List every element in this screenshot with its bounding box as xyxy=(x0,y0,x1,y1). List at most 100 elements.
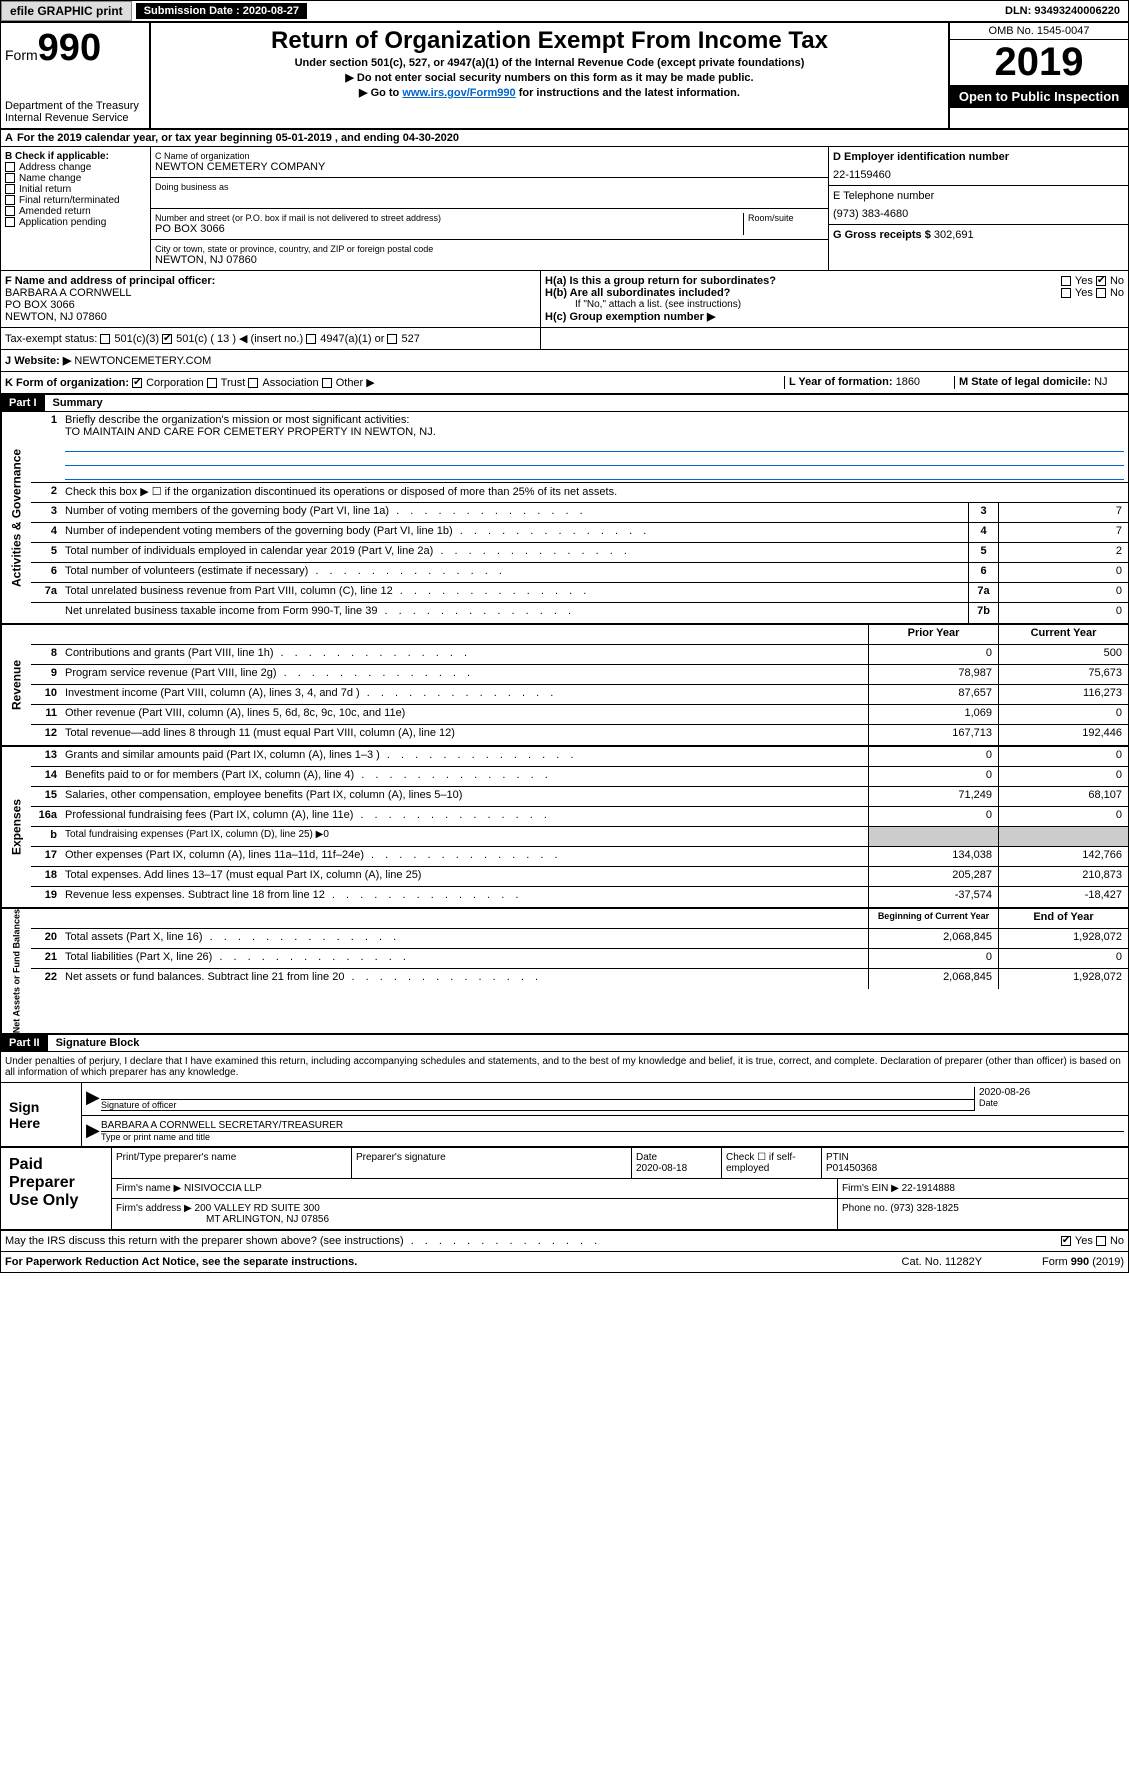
box-f-officer: F Name and address of principal officer:… xyxy=(1,271,541,327)
discuss-no-checkbox[interactable] xyxy=(1096,1236,1106,1246)
ptin: P01450368 xyxy=(826,1163,1124,1174)
501c-checkbox[interactable] xyxy=(162,334,172,344)
line9: Program service revenue (Part VIII, line… xyxy=(61,665,868,684)
address-change-checkbox[interactable] xyxy=(5,162,15,172)
subtitle-3: ▶ Go to www.irs.gov/Form990 for instruct… xyxy=(155,86,944,99)
firm-address1: 200 VALLEY RD SUITE 300 xyxy=(195,1203,320,1214)
subs-included-yes[interactable] xyxy=(1061,288,1071,298)
line5: Total number of individuals employed in … xyxy=(61,543,968,562)
line18: Total expenses. Add lines 13–17 (must eq… xyxy=(61,867,868,886)
subs-included-no[interactable] xyxy=(1096,288,1106,298)
tax-year: 2019 xyxy=(950,40,1128,85)
org-name-cell: C Name of organization NEWTON CEMETERY C… xyxy=(151,147,828,178)
line6: Total number of volunteers (estimate if … xyxy=(61,563,968,582)
subtitle-2: ▶ Do not enter social security numbers o… xyxy=(155,71,944,84)
form990-link[interactable]: www.irs.gov/Form990 xyxy=(402,87,515,99)
501c3-checkbox[interactable] xyxy=(100,334,110,344)
dba-cell: Doing business as xyxy=(151,178,828,209)
current-year-header: Current Year xyxy=(998,625,1128,644)
box-h: H(a) Is this a group return for subordin… xyxy=(541,271,1128,327)
form-footer: Form 990 (2019) xyxy=(1042,1256,1124,1268)
box-b: B Check if applicable: Address change Na… xyxy=(1,147,151,270)
group-return-yes[interactable] xyxy=(1061,276,1071,286)
beginning-year-header: Beginning of Current Year xyxy=(868,909,998,928)
dln: DLN: 93493240006220 xyxy=(997,3,1128,19)
discuss-with-preparer: May the IRS discuss this return with the… xyxy=(1,1231,1128,1252)
preparer-date: 2020-08-18 xyxy=(636,1163,717,1174)
name-change-checkbox[interactable] xyxy=(5,173,15,183)
line12: Total revenue—add lines 8 through 11 (mu… xyxy=(61,725,868,745)
corp-checkbox[interactable] xyxy=(132,378,142,388)
line20: Total assets (Part X, line 16) xyxy=(61,929,868,948)
final-return-checkbox[interactable] xyxy=(5,195,15,205)
topbar: efile GRAPHIC print Submission Date : 20… xyxy=(1,1,1128,23)
line11: Other revenue (Part VIII, column (A), li… xyxy=(61,705,868,724)
line7b: Net unrelated business taxable income fr… xyxy=(61,603,968,623)
line17: Other expenses (Part IX, column (A), lin… xyxy=(61,847,868,866)
line14: Benefits paid to or for members (Part IX… xyxy=(61,767,868,786)
line3: Number of voting members of the governin… xyxy=(61,503,968,522)
form-title: Return of Organization Exempt From Incom… xyxy=(155,27,944,55)
submission-date: Submission Date : 2020-08-27 xyxy=(136,3,307,19)
4947a1-checkbox[interactable] xyxy=(306,334,316,344)
line2: Check this box ▶ ☐ if the organization d… xyxy=(61,483,1128,502)
sign-here-label: Sign Here xyxy=(1,1083,81,1146)
firm-address2: MT ARLINGTON, NJ 07856 xyxy=(206,1214,329,1225)
line1-mission: Briefly describe the organization's miss… xyxy=(61,412,1128,482)
subtitle-1: Under section 501(c), 527, or 4947(a)(1)… xyxy=(155,57,944,69)
line16a: Professional fundraising fees (Part IX, … xyxy=(61,807,868,826)
part2-header: Part II Signature Block xyxy=(1,1035,1128,1052)
box-k-form-org: K Form of organization: Corporation Trus… xyxy=(5,376,784,389)
self-employed-check: Check ☐ if self-employed xyxy=(722,1148,822,1178)
cat-number: Cat. No. 11282Y xyxy=(902,1256,983,1268)
open-to-public: Open to Public Inspection xyxy=(950,85,1128,108)
line16b: Total fundraising expenses (Part IX, col… xyxy=(61,827,868,846)
sign-date: 2020-08-26 xyxy=(979,1087,1124,1098)
box-j-website: J Website: ▶ NEWTONCEMETERY.COM xyxy=(1,350,1128,372)
part1-header: Part I Summary xyxy=(1,395,1128,412)
ein-cell: D Employer identification number 22-1159… xyxy=(829,147,1128,186)
line13: Grants and similar amounts paid (Part IX… xyxy=(61,747,868,766)
efile-print-button[interactable]: efile GRAPHIC print xyxy=(1,1,132,21)
form-number: Form990 xyxy=(5,27,145,70)
trust-checkbox[interactable] xyxy=(207,378,217,388)
city-cell: City or town, state or province, country… xyxy=(151,240,828,270)
527-checkbox[interactable] xyxy=(387,334,397,344)
omb-number: OMB No. 1545-0047 xyxy=(950,23,1128,40)
phone-cell: E Telephone number (973) 383-4680 xyxy=(829,186,1128,225)
box-l-year: L Year of formation: 1860 xyxy=(784,376,954,389)
end-year-header: End of Year xyxy=(998,909,1128,928)
address-cell: Number and street (or P.O. box if mail i… xyxy=(151,209,828,240)
firm-name: NISIVOCCIA LLP xyxy=(184,1183,262,1194)
line15: Salaries, other compensation, employee b… xyxy=(61,787,868,806)
sidebar-expenses: Expenses xyxy=(1,747,31,907)
dept-treasury: Department of the Treasury xyxy=(5,100,145,112)
initial-return-checkbox[interactable] xyxy=(5,184,15,194)
row-a-tax-year: A For the 2019 calendar year, or tax yea… xyxy=(1,130,1128,147)
prior-year-header: Prior Year xyxy=(868,625,998,644)
irs-label: Internal Revenue Service xyxy=(5,112,145,124)
discuss-yes-checkbox[interactable] xyxy=(1061,1236,1071,1246)
other-checkbox[interactable] xyxy=(322,378,332,388)
sidebar-governance: Activities & Governance xyxy=(1,412,31,623)
paid-preparer-label: Paid Preparer Use Only xyxy=(1,1148,111,1229)
pra-notice: For Paperwork Reduction Act Notice, see … xyxy=(5,1256,357,1268)
line7a: Total unrelated business revenue from Pa… xyxy=(61,583,968,602)
perjury-statement: Under penalties of perjury, I declare th… xyxy=(1,1052,1128,1083)
line4: Number of independent voting members of … xyxy=(61,523,968,542)
line8: Contributions and grants (Part VIII, lin… xyxy=(61,645,868,664)
line22: Net assets or fund balances. Subtract li… xyxy=(61,969,868,989)
officer-name: BARBARA A CORNWELL SECRETARY/TREASURER xyxy=(101,1120,1124,1132)
tax-exempt-status: Tax-exempt status: 501(c)(3) 501(c) ( 13… xyxy=(1,328,541,349)
box-m-state: M State of legal domicile: NJ xyxy=(954,376,1124,389)
gross-receipts-cell: G Gross receipts $ 302,691 xyxy=(829,225,1128,245)
group-return-no[interactable] xyxy=(1096,276,1106,286)
application-pending-checkbox[interactable] xyxy=(5,217,15,227)
firm-phone: (973) 328-1825 xyxy=(890,1203,958,1214)
assoc-checkbox[interactable] xyxy=(248,378,258,388)
amended-return-checkbox[interactable] xyxy=(5,206,15,216)
sidebar-revenue: Revenue xyxy=(1,625,31,745)
line10: Investment income (Part VIII, column (A)… xyxy=(61,685,868,704)
signature-label: Signature of officer xyxy=(101,1099,974,1110)
firm-ein: 22-1914888 xyxy=(902,1183,955,1194)
